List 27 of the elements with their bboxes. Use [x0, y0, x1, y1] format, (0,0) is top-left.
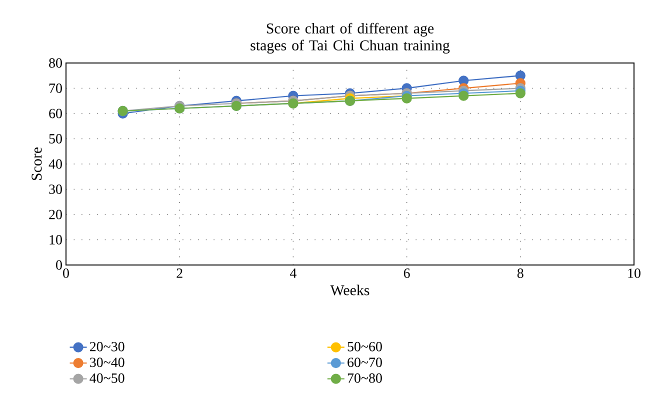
x-tick-label: 0 — [63, 268, 69, 278]
y-tick-label: 50 — [49, 134, 62, 144]
legend-label: 50~60 — [348, 342, 382, 352]
y-tick-label: 60 — [49, 108, 62, 118]
y-tick-label: 70 — [49, 84, 62, 93]
point — [458, 90, 469, 101]
x-tick-label: 4 — [290, 268, 296, 278]
y-tick-label: 10 — [50, 235, 62, 244]
legend-label: 20~30 — [90, 342, 124, 352]
x-axis-title: Weeks — [330, 284, 370, 296]
y-tick-label: 40 — [48, 159, 62, 169]
legend-label: 60~70 — [348, 358, 382, 368]
legend-label: 70~80 — [348, 373, 382, 383]
x-tick-label: 6 — [404, 268, 410, 278]
y-tick-label: 0 — [56, 260, 62, 270]
legend-label: 30~40 — [90, 358, 124, 368]
legend-label: 40~50 — [90, 373, 124, 383]
y-tick-label: 20 — [49, 210, 62, 220]
x-tick-label: 10 — [628, 268, 640, 278]
y-tick-label: 80 — [49, 58, 62, 68]
x-tick-label: 2 — [176, 268, 182, 278]
chart-title: Score chart of different age stages of Tai Chi Chuan training — [250, 22, 450, 54]
y-axis-title: Score — [32, 148, 42, 180]
point — [402, 93, 412, 104]
y-tick-label: 30 — [49, 184, 62, 194]
x-tick-label: 8 — [517, 268, 524, 278]
point — [515, 88, 526, 98]
